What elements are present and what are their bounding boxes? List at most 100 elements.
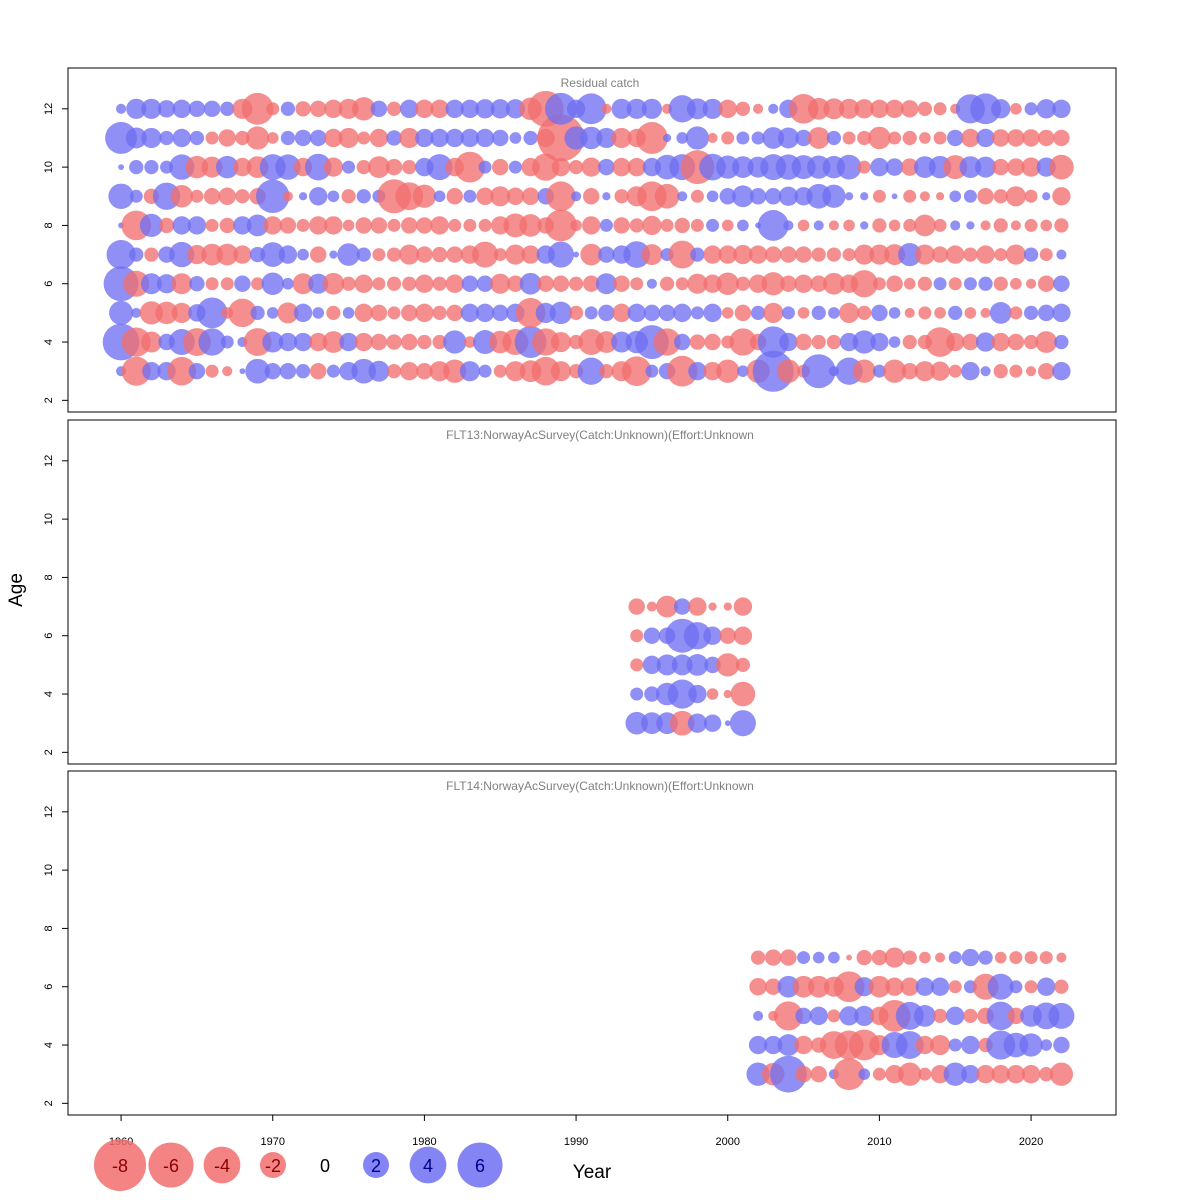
residual-bubble <box>675 277 689 291</box>
residual-bubble <box>386 101 402 116</box>
residual-bubble <box>992 129 1010 147</box>
residual-bubble <box>850 270 878 298</box>
residual-bubble <box>598 246 615 263</box>
residual-bubble <box>464 336 476 348</box>
residual-bubble <box>962 333 979 351</box>
residual-bubble <box>630 629 644 643</box>
residual-bubble <box>704 333 721 351</box>
residual-bubble <box>668 95 696 123</box>
residual-bubble <box>630 658 644 672</box>
y-tick-label: 10 <box>43 161 55 173</box>
residual-bubble <box>895 1031 924 1059</box>
residual-bubble <box>144 159 159 175</box>
residual-bubble <box>732 185 754 208</box>
residual-bubble <box>445 274 464 293</box>
residual-bubble <box>1053 129 1070 147</box>
residual-bubble <box>871 949 888 966</box>
residual-bubble <box>660 218 674 232</box>
residual-bubble <box>763 302 784 323</box>
residual-bubble <box>833 1058 866 1091</box>
residual-bubble <box>129 189 143 203</box>
residual-bubble <box>218 187 236 205</box>
residual-bubble <box>978 950 993 965</box>
residual-bubble <box>1007 158 1025 176</box>
y-tick-label: 2 <box>43 397 55 403</box>
residual-bubble <box>674 217 690 234</box>
residual-bubble <box>355 217 372 234</box>
residual-bubble <box>943 155 968 180</box>
residual-bubble <box>628 598 645 615</box>
residual-bubble <box>659 276 675 291</box>
residual-bubble <box>948 1038 962 1052</box>
residual-bubble <box>666 355 698 387</box>
residual-bubble <box>872 277 886 291</box>
residual-bubble <box>157 100 176 118</box>
y-axis-label: Age <box>6 573 27 607</box>
residual-bubble <box>431 246 448 263</box>
residual-bubble <box>642 215 662 236</box>
residual-bubble <box>673 303 692 323</box>
residual-bubble <box>797 951 811 965</box>
residual-bubble <box>235 189 250 204</box>
y-tick-label: 4 <box>43 691 55 697</box>
residual-bubble <box>748 245 768 264</box>
residual-bubble <box>1006 1064 1026 1084</box>
residual-bubble <box>794 1035 813 1055</box>
residual-bubble <box>871 304 888 322</box>
residual-bubble <box>708 602 717 611</box>
residual-bubble <box>630 277 644 291</box>
residual-bubble <box>777 1034 800 1056</box>
residual-bubble <box>848 1029 880 1061</box>
residual-bubble <box>1042 192 1051 201</box>
residual-bubble <box>1054 218 1069 233</box>
residual-bubble <box>828 307 840 319</box>
residual-bubble <box>963 277 977 291</box>
residual-bubble <box>948 980 962 994</box>
residual-bubble <box>976 1064 995 1084</box>
residual-bubble <box>946 1006 965 1026</box>
residual-bubble <box>171 302 192 323</box>
legend-entry: 0 <box>320 1156 330 1176</box>
legend-bubble <box>457 1142 503 1188</box>
residual-bubble <box>245 358 270 384</box>
residual-bubble <box>993 189 1008 204</box>
y-tick-label: 2 <box>43 1100 55 1106</box>
residual-bubble <box>234 275 251 292</box>
residual-bubble <box>598 158 615 176</box>
residual-bubble <box>901 158 919 176</box>
residual-bubble <box>950 220 961 231</box>
residual-bubble <box>263 216 282 235</box>
residual-bubble <box>172 128 191 148</box>
residual-bubble <box>671 654 693 676</box>
residual-bubble <box>994 248 1008 262</box>
residual-bubble <box>685 126 710 150</box>
residual-bubble <box>279 362 297 380</box>
residual-bubble <box>506 187 525 205</box>
residual-bubble <box>552 275 570 292</box>
residual-bubble <box>765 978 782 995</box>
residual-bubble <box>523 130 538 146</box>
residual-bubble <box>158 217 175 234</box>
residual-bubble <box>992 158 1009 176</box>
residual-bubble <box>187 216 207 235</box>
residual-bubble <box>1007 129 1025 147</box>
residual-bubble <box>823 272 845 295</box>
residual-bubble <box>399 244 420 265</box>
residual-bubble <box>794 274 813 293</box>
residual-bubble <box>777 127 799 149</box>
residual-bubble <box>797 307 810 319</box>
residual-bubble <box>220 277 234 291</box>
residual-bubble <box>854 244 875 265</box>
panel-title: Residual catch <box>561 76 640 90</box>
residual-bubble <box>106 240 136 270</box>
residual-bubble <box>980 220 991 231</box>
residual-bubble <box>1009 980 1023 994</box>
residual-bubble <box>781 306 795 320</box>
residual-bubble <box>573 251 579 258</box>
residual-bubble <box>872 218 887 233</box>
residual-bubble <box>310 100 327 118</box>
residual-bubble <box>857 160 871 174</box>
residual-bubble <box>757 210 789 241</box>
residual-bubble <box>492 129 509 147</box>
residual-bubble <box>459 361 480 382</box>
